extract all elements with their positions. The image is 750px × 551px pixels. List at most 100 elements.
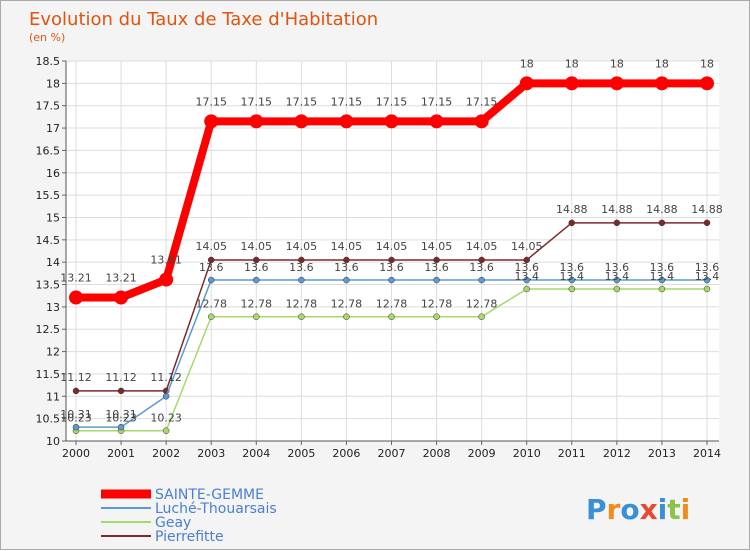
x-tick-label: 2002 <box>152 447 180 460</box>
data-point <box>249 114 264 129</box>
data-point <box>568 276 576 284</box>
data-label: 10.31 <box>105 408 137 421</box>
data-label: 13.6 <box>379 261 404 274</box>
data-label: 13.4 <box>514 270 539 283</box>
x-tick-label: 2013 <box>648 447 676 460</box>
data-point <box>433 313 440 320</box>
data-point <box>117 423 125 431</box>
brand-letter: x <box>640 493 658 526</box>
data-label: 13.6 <box>199 261 224 274</box>
data-label: 14.05 <box>195 240 227 253</box>
data-label: 14.88 <box>691 203 723 216</box>
data-label: 18 <box>700 57 714 70</box>
legend-label: Luché-Thouarsais <box>155 501 277 517</box>
y-tick-label: 11 <box>46 390 60 403</box>
data-label: 17.15 <box>466 95 498 108</box>
data-label: 14.05 <box>286 240 318 253</box>
y-tick-label: 18.5 <box>36 55 61 68</box>
data-point <box>388 276 395 284</box>
data-point <box>519 76 534 91</box>
x-tick-label: 2004 <box>242 447 270 460</box>
data-label: 14.05 <box>511 240 543 253</box>
data-point <box>294 114 309 129</box>
data-point <box>298 256 305 264</box>
data-label: 12.78 <box>466 298 498 311</box>
y-tick-label: 12.5 <box>36 323 61 336</box>
y-tick-label: 10.5 <box>36 413 61 426</box>
data-point <box>343 276 350 284</box>
data-label: 13.6 <box>605 261 630 274</box>
data-point <box>253 276 260 284</box>
data-point <box>703 276 711 284</box>
data-label: 12.78 <box>331 298 363 311</box>
data-label: 14.88 <box>646 203 678 216</box>
data-point <box>162 427 170 434</box>
data-label: 10.23 <box>150 412 182 425</box>
data-label: 13.6 <box>560 261 585 274</box>
data-point <box>478 256 485 264</box>
data-point <box>478 313 485 320</box>
data-label: 13.4 <box>605 270 630 283</box>
data-point <box>69 290 83 305</box>
data-label: 14.88 <box>601 203 633 216</box>
data-point <box>703 285 711 293</box>
data-point <box>568 219 576 227</box>
data-point <box>339 114 354 129</box>
data-point <box>568 285 576 293</box>
data-label: 13.4 <box>650 270 675 283</box>
data-label: 17.15 <box>195 95 227 108</box>
y-tick-label: 14 <box>46 256 60 269</box>
x-tick-label: 2006 <box>332 447 360 460</box>
x-tick-label: 2003 <box>197 447 225 460</box>
data-label: 13.6 <box>289 261 314 274</box>
data-point <box>204 114 219 129</box>
data-label: 13.6 <box>244 261 269 274</box>
legend-label: SAINTE-GEMME <box>155 487 264 503</box>
data-point <box>429 114 444 129</box>
data-label: 11.12 <box>150 371 182 384</box>
data-label: 14.05 <box>421 240 453 253</box>
data-label: 13.21 <box>60 271 92 284</box>
data-point <box>478 276 485 284</box>
data-point <box>613 219 621 227</box>
data-point <box>72 423 80 431</box>
data-label: 13.6 <box>514 261 539 274</box>
brand-logo: Proxiti <box>586 493 690 526</box>
brand-letter: r <box>607 493 621 526</box>
data-label: 11.12 <box>60 371 92 384</box>
x-tick-label: 2012 <box>603 447 631 460</box>
data-label: 13.61 <box>150 254 182 267</box>
legend-label: Geay <box>155 515 191 531</box>
x-tick-label: 2014 <box>693 447 721 460</box>
legend-label: Pierrefitte <box>155 529 224 545</box>
x-tick-label: 2009 <box>468 447 496 460</box>
data-point <box>703 219 711 227</box>
data-point <box>613 285 621 293</box>
data-label: 18 <box>520 57 534 70</box>
brand-letter: P <box>586 493 607 526</box>
data-label: 13.6 <box>650 261 675 274</box>
data-label: 10.31 <box>60 408 92 421</box>
brand-letter: i <box>658 493 668 526</box>
data-point <box>207 256 215 264</box>
data-point <box>162 393 170 400</box>
y-tick-label: 17.5 <box>36 100 61 113</box>
data-point <box>253 313 260 320</box>
y-tick-label: 11.5 <box>36 368 61 381</box>
data-label: 12.78 <box>286 298 318 311</box>
data-point <box>609 76 624 91</box>
y-tick-label: 17 <box>46 122 60 135</box>
data-point <box>343 313 350 320</box>
data-point <box>700 76 714 91</box>
data-point <box>613 276 621 284</box>
y-tick-label: 16.5 <box>36 144 61 157</box>
y-tick-label: 12 <box>46 346 60 359</box>
data-point <box>298 276 305 284</box>
x-tick-label: 2011 <box>558 447 586 460</box>
data-point <box>114 290 129 305</box>
data-point <box>654 76 669 91</box>
data-point <box>658 219 666 227</box>
data-label: 12.78 <box>195 298 227 311</box>
data-label: 14.05 <box>376 240 408 253</box>
